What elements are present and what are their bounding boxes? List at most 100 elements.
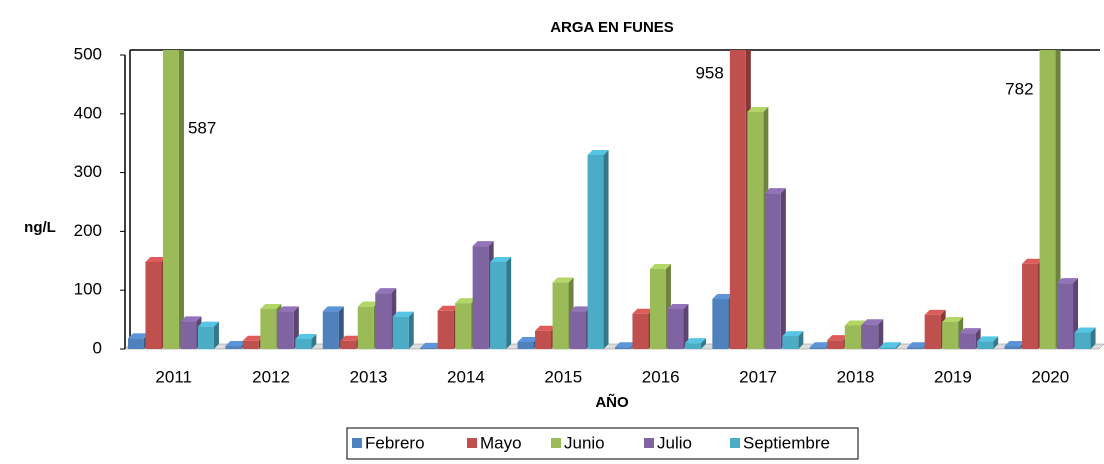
bar-top [614,342,636,348]
bar-top [827,335,849,341]
bar-side [338,306,344,349]
bar-front [959,333,976,349]
x-tick-label: 2020 [1031,367,1069,386]
bar-top [375,288,397,294]
bar-front [322,311,339,349]
bar-top [340,335,362,341]
bar-top [942,316,964,322]
x-tick-label: 2019 [934,367,972,386]
bar-side [603,149,609,349]
bar-top [180,316,202,322]
bar-top [1004,341,1026,347]
y-tick-label: 0 [93,338,102,357]
bar-side [408,311,414,349]
bar-front [844,325,861,349]
bar-top [1022,258,1044,264]
legend-swatch [467,438,477,448]
bar-top [455,298,477,304]
bar-front [162,50,179,350]
bar [649,264,671,349]
bar [490,256,512,349]
bar-front [420,347,437,349]
bar-front [649,269,666,349]
x-tick-label: 2016 [642,367,680,386]
x-axis-label: AÑO [595,393,629,411]
x-tick-label: 2017 [739,367,777,386]
bar-front [295,339,312,349]
bar-top [242,335,264,341]
y-tick-label: 400 [74,103,102,122]
bar [764,188,786,349]
bar-top [862,319,884,325]
legend-label: Febrero [365,433,425,452]
bar-top [197,321,219,327]
bar-top [684,338,706,344]
legend-swatch [730,438,740,448]
bar [684,338,706,349]
y-tick-label: 200 [74,221,102,240]
bar-front [764,193,781,349]
legend-label: Junio [564,433,605,452]
bar-front [517,341,534,349]
bar-top [649,264,671,270]
x-tick-label: 2015 [544,367,582,386]
bar-top [1074,327,1096,333]
bar-front [862,324,879,349]
bar-front [357,306,374,349]
bar [1057,278,1079,349]
bar-front [437,310,454,349]
bar-front [977,341,994,349]
bar-front [924,314,941,349]
bar-side [700,338,706,349]
bar-front [1022,263,1039,349]
bar [535,325,557,349]
bar-front [340,340,357,349]
legend-label: Mayo [480,433,522,452]
bar-front [942,321,959,349]
bar-front [684,343,701,349]
x-tick-label: 2013 [350,367,388,386]
bar-front [242,340,259,349]
bar-top [879,342,901,348]
bar [879,342,901,349]
bar-top [145,256,167,262]
bar-side [683,304,689,349]
data-label: 958 [695,63,723,82]
bar-front [127,338,144,349]
bar-top [907,342,929,348]
bar-front [145,261,162,349]
bar-side [1055,50,1061,349]
bar-front [729,50,746,350]
bar-top [764,188,786,194]
bar-front [260,309,277,349]
bar-front [197,326,214,349]
bar-front [180,321,197,349]
bar-top [1057,278,1079,284]
bar-top [977,336,999,342]
bar [782,331,804,349]
bar-top [570,306,592,312]
bar-front [1039,50,1056,350]
bar-top [959,328,981,334]
bar [180,316,202,349]
bar-front [455,303,472,349]
x-tick-label: 2018 [837,367,875,386]
legend-swatch [644,438,654,448]
bar-front [570,311,587,349]
bar-side [506,256,512,349]
bar-front [1004,346,1021,349]
bar-top [667,304,689,310]
bar-front [1074,332,1091,349]
bar-top [163,0,184,4]
bar-top [472,241,494,247]
bar-front [225,346,242,349]
bar-front [614,347,631,349]
bar-top [924,309,946,315]
bar-front [747,112,764,349]
data-label: 782 [1005,79,1033,98]
y-tick-label: 300 [74,162,102,181]
bar-front [907,347,924,349]
bar-top [295,334,317,340]
bar-top [632,308,654,314]
bar-top [225,341,247,347]
